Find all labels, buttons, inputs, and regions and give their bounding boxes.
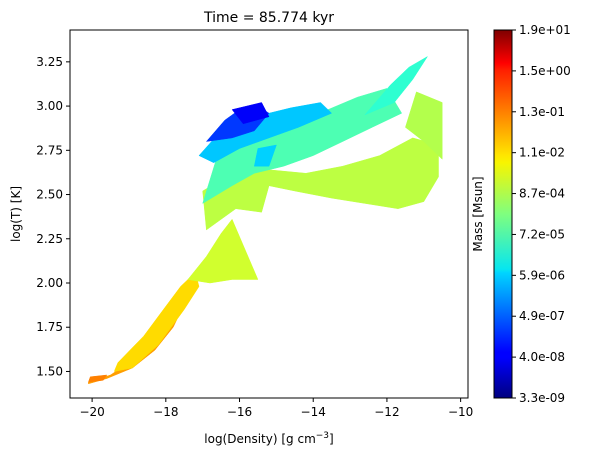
y-tick-label: 1.50 <box>36 364 63 378</box>
colorbar <box>493 29 513 399</box>
heatmap-region-1 <box>88 374 108 383</box>
x-tick-label: −18 <box>153 405 178 419</box>
y-tick-label: 2.00 <box>36 276 63 290</box>
heatmap-region-7 <box>364 56 428 116</box>
x-tick-label: −16 <box>227 405 252 419</box>
colorbar-ticks: 3.3e-09 4.0e-08 4.9e-07 5.9e-06 7.2e-05 8.7e-… <box>512 23 571 405</box>
y-tick-label: 1.75 <box>36 320 63 334</box>
y-tick-label: 2.75 <box>36 143 63 157</box>
colorbar-tick-label: 1.3e-01 <box>519 105 565 119</box>
colorbar-tick-label: 8.7e-04 <box>519 187 565 201</box>
heatmap-region-9 <box>253 144 277 167</box>
x-tick-label: −10 <box>448 405 473 419</box>
x-axis-label: log(Density) [g cm−3] <box>204 431 333 446</box>
x-axis-ticks: −20 −18 −16 −14 −12 −10 <box>79 398 473 419</box>
y-tick-label: 3.00 <box>36 99 63 113</box>
y-axis-label: log(T) [K] <box>9 186 23 242</box>
y-tick-label: 2.50 <box>36 188 63 202</box>
x-tick-label: −14 <box>301 405 326 419</box>
plot-frame <box>69 29 469 399</box>
y-tick-label: 3.25 <box>36 55 63 69</box>
x-tick-label: −20 <box>79 405 104 419</box>
colorbar-tick-label: 7.2e-05 <box>519 227 565 241</box>
heatmap-region-3 <box>187 218 259 284</box>
colorbar-tick-label: 1.1e-02 <box>519 146 565 160</box>
colorbar-tick-label: 3.3e-09 <box>519 391 565 405</box>
colorbar-label: Mass [Msun] <box>471 176 485 251</box>
colorbar-tick-label: 1.5e+00 <box>519 64 571 78</box>
chart-title: Time = 85.774 kyr <box>203 10 334 26</box>
y-tick-label: 2.25 <box>36 232 63 246</box>
heatmap-region-2 <box>113 271 200 372</box>
x-tick-label: −12 <box>374 405 399 419</box>
colorbar-tick-label: 4.9e-07 <box>519 309 565 323</box>
heatmap-region-11 <box>231 102 270 125</box>
colorbar-tick-label: 1.9e+01 <box>519 23 571 37</box>
colorbar-tick-label: 5.9e-06 <box>519 268 565 282</box>
heatmap-regions <box>88 56 443 385</box>
heatmap-region-5 <box>405 91 443 160</box>
y-axis-ticks: 1.50 1.75 2.00 2.25 2.50 2.75 3.00 3.25 <box>36 55 70 378</box>
colorbar-tick-label: 4.0e-08 <box>519 350 565 364</box>
